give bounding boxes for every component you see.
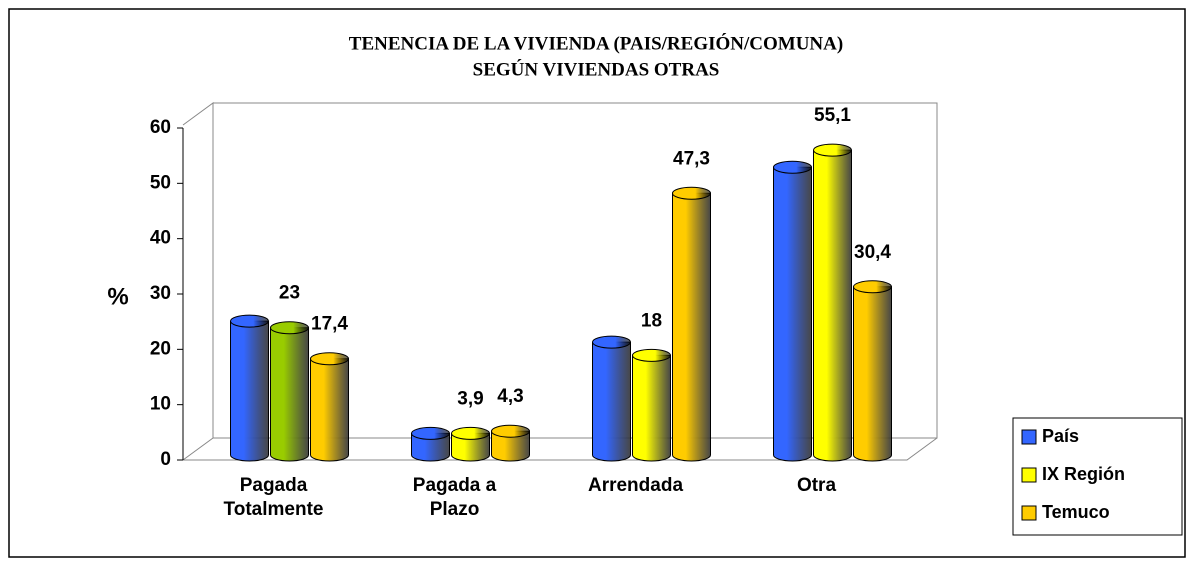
- x-tick-label: Pagada a Plazo: [412, 475, 497, 520]
- frame: [8, 8, 1186, 558]
- y-tick-label: 50: [150, 172, 171, 193]
- legend-label: IX Región: [1042, 464, 1125, 484]
- data-label: 23: [279, 283, 300, 304]
- bar-top: [773, 160, 812, 174]
- bar-top: [230, 314, 269, 328]
- chart-title: TENENCIA DE LA VIVIENDA (PAIS/REGIÓN/COM…: [349, 32, 843, 54]
- data-label: 3,9: [457, 388, 483, 409]
- bar: [411, 426, 450, 462]
- bar-body: [632, 354, 671, 462]
- legend-swatch: [1021, 505, 1037, 521]
- data-label: 30,4: [854, 242, 891, 263]
- bar-top: [491, 424, 530, 438]
- bar: [813, 143, 852, 462]
- legend-label: Temuco: [1042, 502, 1110, 522]
- bar: [310, 352, 349, 462]
- bar-top: [592, 335, 631, 349]
- bar-body: [310, 358, 349, 462]
- data-label: 4,3: [497, 386, 523, 407]
- bar-top: [813, 143, 852, 157]
- data-label: 17,4: [311, 314, 348, 335]
- bar-top: [672, 186, 711, 200]
- bar-top: [451, 426, 490, 440]
- legend: [1012, 417, 1183, 536]
- bar-body: [451, 432, 490, 462]
- back-wall: [213, 102, 938, 439]
- x-tick-label: Pagada Totalmente: [223, 475, 324, 520]
- bar-body: [672, 192, 711, 462]
- side-wall: [182, 102, 214, 461]
- bar-body: [773, 166, 812, 462]
- bar: [451, 426, 490, 462]
- bar-body: [230, 320, 269, 462]
- bar-body: [813, 149, 852, 462]
- bar: [853, 280, 892, 462]
- y-tick-label: 10: [150, 394, 171, 415]
- y-tick-label: 30: [150, 283, 171, 304]
- y-tick-label: 20: [150, 338, 171, 359]
- bar: [632, 348, 671, 462]
- y-axis-label: %: [107, 283, 128, 310]
- bar: [773, 160, 812, 462]
- bar: [230, 314, 269, 462]
- legend-swatch: [1021, 429, 1037, 445]
- y-tick-label: 0: [160, 449, 171, 470]
- chart-subtitle: SEGÚN VIVIENDAS OTRAS: [473, 58, 720, 80]
- data-label: 18: [641, 310, 662, 331]
- bar-top: [632, 348, 671, 362]
- bar: [592, 335, 631, 462]
- y-tick-label: 60: [150, 117, 171, 138]
- bar-body: [411, 432, 450, 462]
- legend-swatch: [1021, 467, 1037, 483]
- bar: [672, 186, 711, 462]
- x-tick-label: Arrendada: [587, 475, 684, 496]
- y-tick-label: 40: [150, 228, 171, 249]
- data-label: 47,3: [673, 148, 710, 169]
- bar: [270, 321, 309, 462]
- bar-body: [592, 341, 631, 462]
- bar-body: [270, 327, 309, 462]
- legend-label: País: [1042, 426, 1079, 446]
- bar-top: [853, 280, 892, 294]
- data-label: 55,1: [814, 105, 851, 126]
- bar-top: [270, 321, 309, 335]
- x-tick-label: Otra: [796, 475, 837, 496]
- bar-body: [853, 286, 892, 462]
- bar-body: [491, 430, 530, 462]
- bar: [491, 424, 530, 462]
- bar-top: [411, 426, 450, 440]
- bar-top: [310, 352, 349, 366]
